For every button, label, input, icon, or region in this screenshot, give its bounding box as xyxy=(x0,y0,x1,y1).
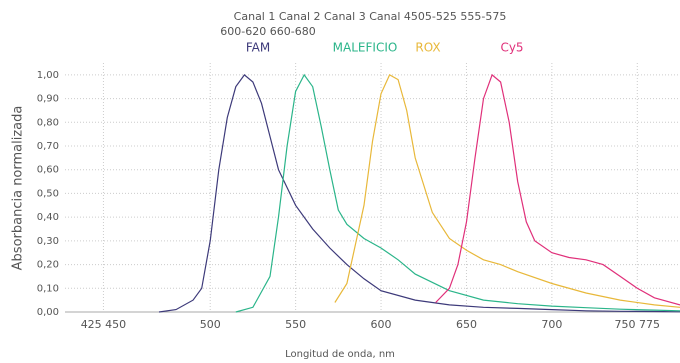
series-label: Cy5 xyxy=(500,41,523,55)
y-tick-label: 0,70 xyxy=(37,141,59,152)
y-axis-label: Absorbancia normalizada xyxy=(11,106,26,271)
x-tick-label: 600 xyxy=(371,318,392,331)
series-line xyxy=(158,74,680,313)
x-axis-label: Longitud de onda, nm xyxy=(285,349,395,360)
y-tick-label: 0,60 xyxy=(37,165,59,176)
x-tick-label: 750 775 xyxy=(615,318,661,331)
series-line xyxy=(235,73,680,313)
x-tick-label: 700 xyxy=(541,318,562,331)
chart-title: Canal 1 Canal 2 Canal 3 Canal 4505-525 5… xyxy=(234,10,507,23)
y-tick-label: 1,00 xyxy=(37,70,59,81)
series-label: MALEFICIO xyxy=(333,41,398,55)
x-tick-label: 425 450 xyxy=(81,318,127,331)
y-tick-label: 0,10 xyxy=(37,283,59,294)
y-tick-label: 0,90 xyxy=(37,94,59,105)
y-tick-label: 0,40 xyxy=(37,212,59,223)
chart-subtitle: 600-620 660-680 xyxy=(220,25,315,38)
series-label: FAM xyxy=(246,41,270,55)
y-tick-label: 0,80 xyxy=(37,117,59,128)
x-tick-label: 500 xyxy=(200,318,221,331)
y-tick-label: 0,50 xyxy=(37,188,59,199)
series-label: ROX xyxy=(415,41,440,55)
series-line xyxy=(435,73,680,306)
y-tick-label: 0,00 xyxy=(37,307,59,318)
y-tick-label: 0,30 xyxy=(37,236,59,247)
x-tick-label: 550 xyxy=(285,318,306,331)
series-line xyxy=(334,74,680,308)
x-tick-label: 650 xyxy=(456,318,477,331)
y-tick-label: 0,20 xyxy=(37,260,59,271)
